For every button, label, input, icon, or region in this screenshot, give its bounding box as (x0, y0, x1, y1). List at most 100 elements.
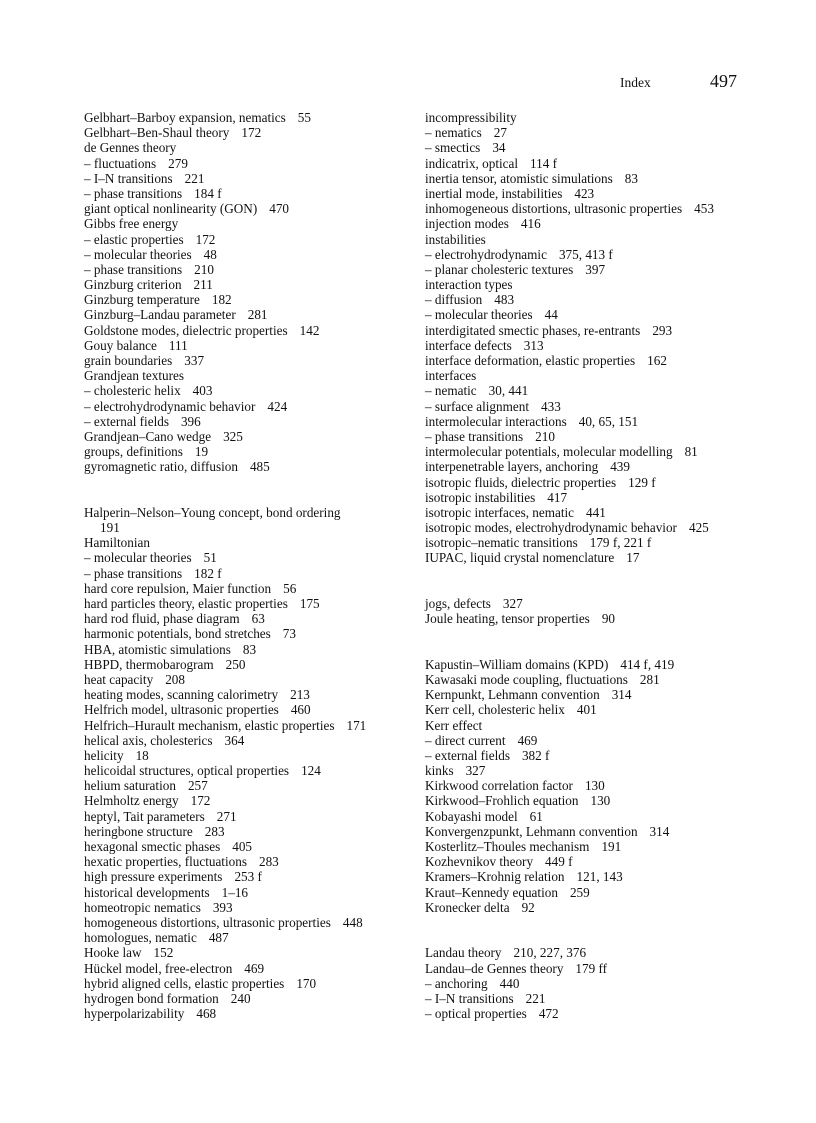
entry-term: Kosterlitz–Thoules mechanism (425, 839, 590, 854)
index-entry: Helfrich model, ultrasonic properties 460 (84, 702, 414, 717)
entry-term: – diffusion (425, 292, 483, 308)
entry-pages: 210 (535, 428, 555, 444)
index-entry: Kobayashi model 61 (425, 809, 755, 824)
entry-pages: 130 (584, 778, 605, 794)
entry-term: Helmholtz energy (84, 793, 179, 809)
index-entry: Hückel model, free-electron 469 (84, 961, 414, 976)
index-entry: – diffusion 483 (425, 292, 755, 307)
index-entry: Kawasaki mode coupling, fluctuations 281 (425, 672, 755, 687)
entry-term: heptyl, Tait parameters (84, 808, 205, 824)
entry-pages: 259 (569, 884, 590, 900)
entry-pages: 184 f (194, 185, 222, 201)
entry-pages: 19 (194, 444, 209, 460)
entry-term: – elastic properties (84, 231, 184, 247)
index-entry: Kerr effect (425, 718, 755, 733)
index-entry: helical axis, cholesterics 364 (84, 733, 414, 748)
index-entry: – smectics 34 (425, 140, 755, 155)
entry-pages: 56 (283, 580, 297, 596)
header-section-title: Index (620, 75, 651, 90)
entry-pages: 433 (541, 398, 561, 414)
index-entry: Kramers–Krohnig relation 121, 143 (425, 869, 755, 884)
entry-pages: 213 (290, 687, 310, 703)
entry-pages: 250 (225, 656, 246, 672)
index-entry: historical developments 1–16 (84, 885, 414, 900)
entry-pages: 1–16 (221, 884, 248, 900)
index-entry: inertial mode, instabilities 423 (425, 186, 755, 201)
index-entry: injection modes 416 (425, 216, 755, 231)
index-entry: – I–N transitions 221 (84, 171, 414, 186)
entry-pages: 111 (168, 337, 188, 353)
index-entry: interaction types (425, 277, 755, 292)
entry-term: Gibbs free energy (84, 216, 179, 232)
index-entry: Gelbhart–Ben-Shaul theory 172 (84, 125, 414, 140)
entry-pages: 257 (187, 778, 208, 794)
index-entry: interpenetrable layers, anchoring 439 (425, 459, 755, 474)
entry-term: – phase transitions (425, 428, 524, 444)
entry-pages: 18 (135, 747, 149, 763)
entry-term: historical developments (84, 884, 210, 900)
index-entry: Helfrich–Hurault mechanism, elastic prop… (84, 718, 414, 733)
entry-pages: 92 (521, 899, 535, 915)
index-entry: – molecular theories 51 (84, 550, 414, 565)
blank-line (84, 490, 414, 505)
index-entry: Kraut–Kennedy equation 259 (425, 885, 755, 900)
index-entry: Ginzburg temperature 182 (84, 292, 414, 307)
entry-term: homologues, nematic (84, 930, 197, 946)
entry-term: HBA, atomistic simulations (84, 641, 231, 657)
entry-pages: 191 (601, 839, 622, 854)
entry-term: hybrid aligned cells, elastic properties (84, 975, 285, 991)
entry-pages: 83 (624, 170, 638, 186)
entry-pages: 281 (247, 307, 268, 323)
entry-term: – electrohydrodynamic (425, 246, 547, 262)
entry-term: IUPAC, liquid crystal nomenclature (425, 550, 615, 566)
entry-pages: 487 (208, 930, 229, 946)
entry-pages: 423 (574, 185, 595, 201)
entry-pages: 396 (180, 413, 201, 429)
entry-pages: 44 (544, 307, 558, 323)
index-entry: Konvergenzpunkt, Lehmann convention 314 (425, 824, 755, 839)
index-entry: isotropic–nematic transitions 179 f, 221 … (425, 535, 755, 550)
entry-pages: 170 (296, 975, 317, 991)
entry-term: homogeneous distortions, ultrasonic prop… (84, 914, 331, 930)
entry-term: Kawasaki mode coupling, fluctuations (425, 671, 628, 687)
entry-pages: 327 (502, 596, 523, 611)
entry-term: high pressure experiments (84, 869, 223, 885)
entry-term: isotropic–nematic transitions (425, 535, 578, 551)
entry-pages: 425 (688, 520, 709, 536)
entry-term: groups, definitions (84, 444, 183, 460)
entry-term: interaction types (425, 277, 513, 293)
entry-pages: 171 (346, 717, 367, 733)
index-entry: – nematics 27 (425, 125, 755, 140)
entry-pages: 293 (652, 322, 673, 338)
index-entry: Gibbs free energy (84, 216, 414, 231)
index-entry: Kronecker delta 92 (425, 900, 755, 915)
entry-term: Hückel model, free-electron (84, 960, 233, 976)
index-entry: heringbone structure 283 (84, 824, 414, 839)
entry-pages: 51 (203, 550, 217, 566)
index-entry: hexagonal smectic phases 405 (84, 839, 414, 854)
entry-pages: 364 (224, 732, 245, 748)
entry-term: – fluctuations (84, 155, 157, 171)
index-entry: isotropic modes, electrohydrodynamic beh… (425, 520, 755, 535)
entry-pages: 210 (194, 261, 214, 277)
index-entry: Helmholtz energy 172 (84, 793, 414, 808)
entry-term: inertial mode, instabilities (425, 185, 563, 201)
entry-pages: 393 (212, 899, 233, 915)
entry-pages: 175 (299, 596, 320, 611)
entry-term: heringbone structure (84, 823, 193, 839)
index-entry: hydrogen bond formation 240 (84, 991, 414, 1006)
entry-pages: 253 f (234, 869, 262, 885)
entry-pages: 172 (190, 793, 211, 809)
entry-term: intermolecular potentials, molecular mod… (425, 444, 673, 460)
index-entry: Grandjean textures (84, 368, 414, 383)
index-entry: Ginzburg criterion 211 (84, 277, 414, 292)
entry-pages: 469 (244, 960, 265, 976)
index-entry: Hooke law 152 (84, 945, 414, 960)
entry-pages: 416 (520, 216, 541, 232)
entry-pages: 240 (230, 990, 251, 1006)
entry-pages: 124 (301, 763, 321, 779)
entry-term: – molecular theories (84, 550, 192, 566)
entry-term: – external fields (425, 747, 510, 763)
blank-line (425, 930, 755, 945)
index-entry: – cholesteric helix 403 (84, 383, 414, 398)
